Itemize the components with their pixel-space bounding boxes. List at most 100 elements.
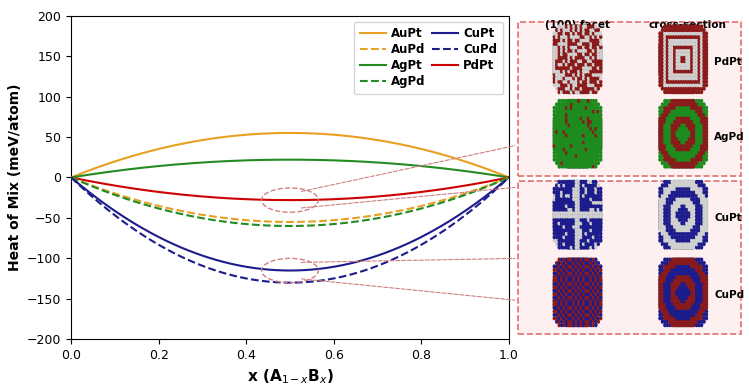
Circle shape: [683, 300, 685, 302]
Circle shape: [706, 141, 708, 144]
Circle shape: [706, 56, 708, 59]
Circle shape: [679, 39, 681, 42]
Circle shape: [558, 73, 560, 76]
Circle shape: [585, 187, 587, 190]
Circle shape: [571, 282, 572, 285]
Circle shape: [587, 70, 589, 73]
Circle shape: [580, 279, 582, 282]
Circle shape: [577, 208, 580, 211]
Circle shape: [700, 279, 703, 282]
Circle shape: [669, 80, 671, 83]
Circle shape: [563, 286, 565, 289]
Circle shape: [575, 303, 577, 306]
Circle shape: [706, 70, 708, 73]
Circle shape: [568, 258, 570, 261]
Circle shape: [681, 87, 683, 90]
Circle shape: [563, 211, 565, 215]
Circle shape: [691, 296, 693, 299]
Circle shape: [673, 194, 676, 197]
Circle shape: [691, 310, 693, 313]
Circle shape: [563, 187, 565, 190]
Circle shape: [698, 103, 700, 106]
Circle shape: [575, 191, 577, 194]
Circle shape: [568, 60, 570, 62]
Circle shape: [565, 292, 568, 296]
Circle shape: [575, 148, 577, 151]
Circle shape: [563, 282, 565, 285]
Circle shape: [703, 158, 705, 161]
Circle shape: [694, 208, 695, 211]
Circle shape: [671, 201, 673, 204]
Circle shape: [563, 313, 565, 316]
Circle shape: [673, 272, 676, 275]
Circle shape: [664, 187, 666, 190]
Circle shape: [556, 103, 558, 106]
Circle shape: [571, 215, 572, 218]
Circle shape: [583, 198, 585, 200]
Circle shape: [664, 131, 666, 133]
Circle shape: [585, 39, 587, 42]
Circle shape: [706, 35, 708, 38]
Circle shape: [698, 300, 700, 302]
Circle shape: [671, 25, 673, 28]
Circle shape: [595, 144, 597, 147]
Circle shape: [565, 138, 568, 140]
Circle shape: [580, 222, 582, 225]
Circle shape: [583, 28, 585, 32]
Circle shape: [556, 155, 558, 158]
Circle shape: [573, 165, 575, 168]
Circle shape: [571, 77, 572, 80]
Circle shape: [659, 211, 661, 215]
Circle shape: [577, 161, 580, 165]
Circle shape: [676, 198, 678, 200]
Circle shape: [691, 184, 693, 187]
Circle shape: [587, 300, 589, 302]
Circle shape: [683, 120, 685, 123]
Circle shape: [664, 60, 666, 62]
Circle shape: [664, 215, 666, 218]
Circle shape: [703, 310, 705, 313]
Circle shape: [679, 201, 681, 204]
Circle shape: [703, 113, 705, 116]
Circle shape: [686, 225, 688, 228]
Circle shape: [696, 303, 697, 306]
Circle shape: [600, 39, 601, 42]
Circle shape: [587, 324, 589, 326]
Circle shape: [703, 155, 705, 158]
Circle shape: [592, 165, 595, 168]
Circle shape: [563, 275, 565, 278]
Circle shape: [671, 208, 673, 211]
Circle shape: [671, 39, 673, 42]
Circle shape: [580, 84, 582, 87]
Circle shape: [686, 236, 688, 239]
Circle shape: [673, 32, 676, 35]
Circle shape: [560, 113, 562, 116]
Circle shape: [691, 279, 693, 282]
Circle shape: [554, 39, 555, 42]
Circle shape: [688, 110, 691, 113]
Circle shape: [571, 239, 572, 242]
Circle shape: [698, 35, 700, 38]
Circle shape: [563, 232, 565, 235]
Circle shape: [669, 63, 671, 66]
Circle shape: [673, 138, 676, 140]
Circle shape: [661, 151, 664, 154]
Circle shape: [703, 205, 705, 207]
Circle shape: [556, 144, 558, 147]
Circle shape: [706, 313, 708, 316]
Circle shape: [669, 43, 671, 45]
Circle shape: [700, 265, 703, 268]
Circle shape: [571, 35, 572, 38]
Circle shape: [686, 258, 688, 261]
Circle shape: [683, 292, 685, 296]
Circle shape: [585, 32, 587, 35]
Circle shape: [688, 70, 691, 73]
Circle shape: [565, 269, 568, 271]
Circle shape: [698, 272, 700, 275]
Circle shape: [659, 272, 661, 275]
Circle shape: [667, 25, 668, 28]
Circle shape: [664, 80, 666, 83]
Circle shape: [575, 120, 577, 123]
Circle shape: [563, 205, 565, 207]
Circle shape: [671, 90, 673, 94]
